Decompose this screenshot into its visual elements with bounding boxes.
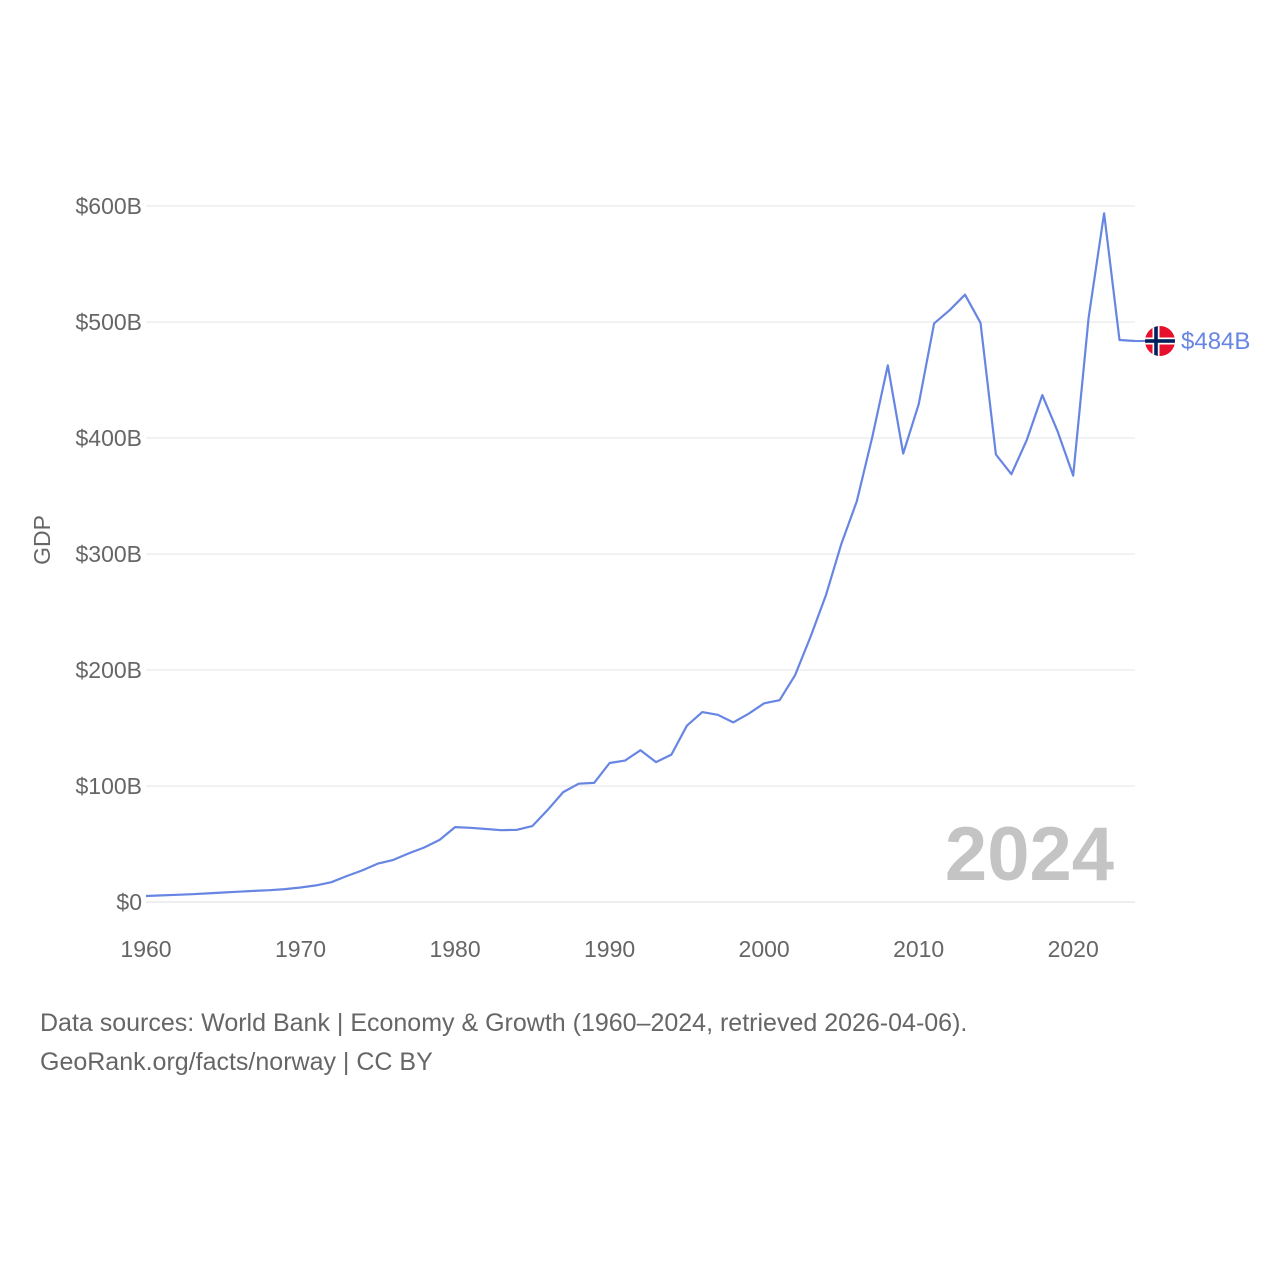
- x-tick-label: 2020: [1048, 936, 1099, 962]
- x-tick-label: 2000: [739, 936, 790, 962]
- series-layer: [145, 212, 1147, 898]
- x-tick-label: 1980: [429, 936, 480, 962]
- footer: Data sources: World Bank | Economy & Gro…: [40, 1004, 967, 1082]
- footer-sources: Data sources: World Bank | Economy & Gro…: [40, 1009, 968, 1037]
- y-tick-label: $100B: [75, 773, 142, 799]
- x-tick-label: 1990: [584, 936, 635, 962]
- x-tick-label: 1960: [120, 936, 171, 962]
- grid-lines: [146, 205, 1135, 903]
- x-tick-label: 1970: [275, 936, 326, 962]
- y-tick-label: $500B: [75, 309, 142, 335]
- year-watermark: 2024: [945, 812, 1114, 897]
- gdp-line-chart: $0 $100B $200B $300B $400B $500B $600B 1960 197…: [29, 193, 1250, 962]
- y-tick-label: $400B: [75, 425, 142, 451]
- y-axis-title: GDP: [29, 515, 55, 565]
- y-tick-label: $0: [116, 889, 142, 915]
- norway-flag-icon: [1145, 326, 1175, 356]
- y-tick-label: $600B: [75, 193, 142, 219]
- series-end-marker: $484B: [1145, 326, 1250, 356]
- x-axis-ticks: 1960 1970 1980 1990 2000 2010 2020: [120, 936, 1098, 962]
- y-tick-label: $300B: [75, 541, 142, 567]
- y-tick-label: $200B: [75, 657, 142, 683]
- series-line-norway: [145, 212, 1136, 898]
- y-axis-ticks: $0 $100B $200B $300B $400B $500B $600B: [75, 193, 142, 915]
- series-end-label: $484B: [1181, 328, 1250, 355]
- x-tick-label: 2010: [893, 936, 944, 962]
- footer-attribution: GeoRank.org/facts/norway | CC BY: [40, 1048, 433, 1076]
